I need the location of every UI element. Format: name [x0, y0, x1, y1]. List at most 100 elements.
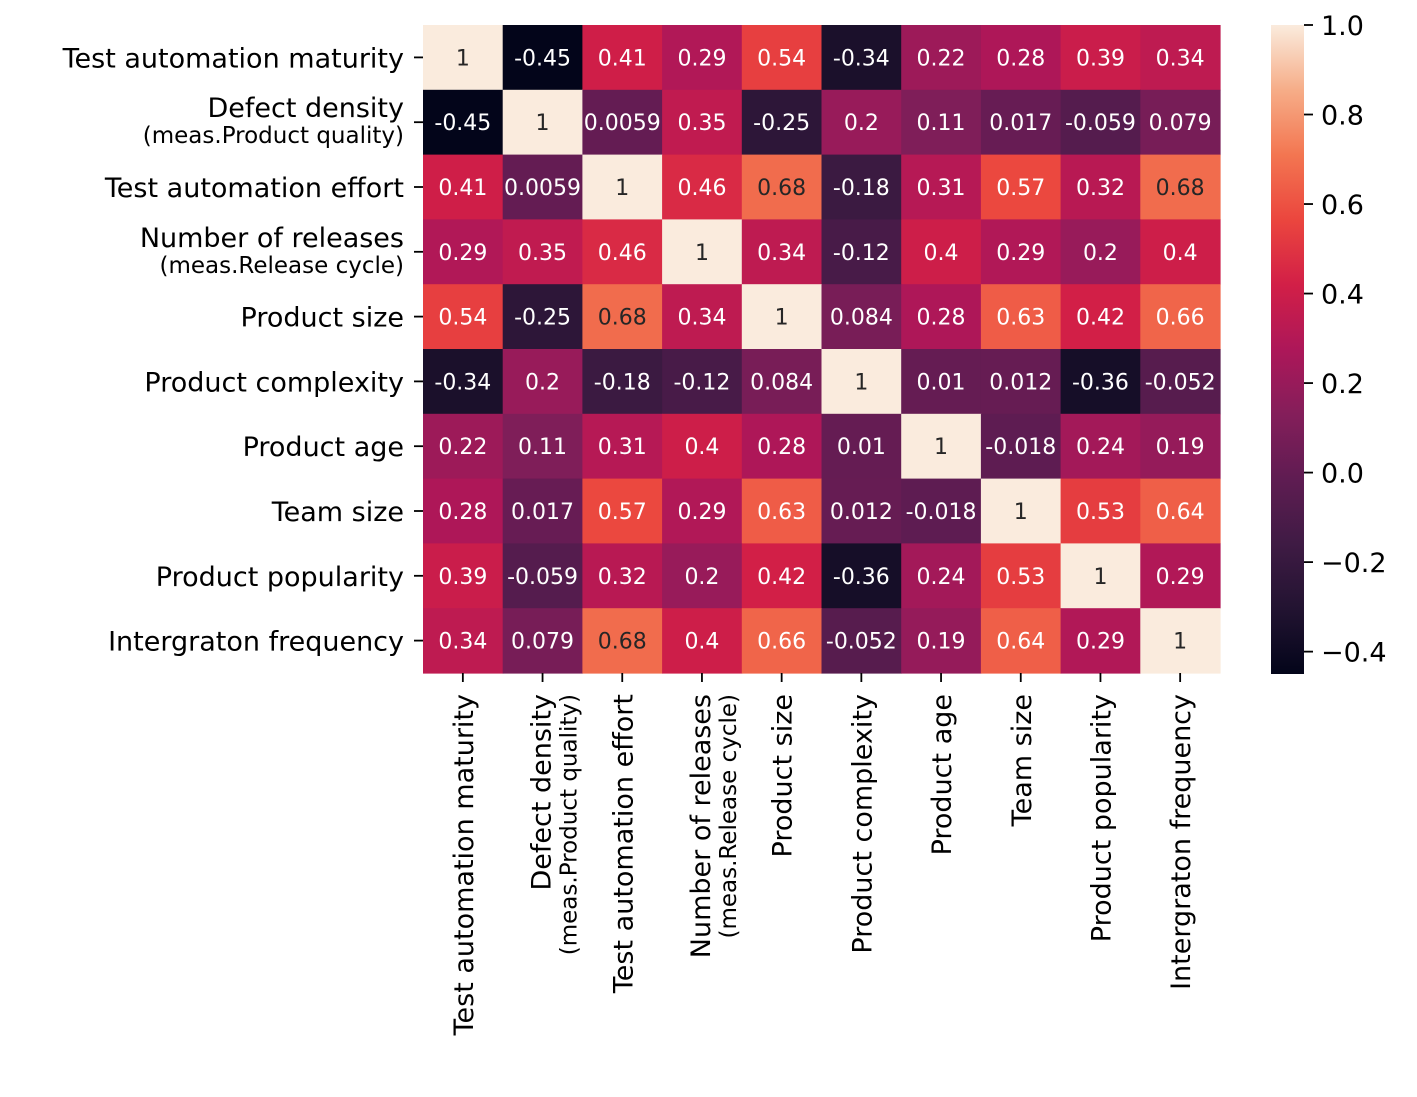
- heatmap-cell: [821, 154, 902, 220]
- cell-value-label: -0.34: [833, 46, 890, 71]
- cell-value-label: 0.0059: [504, 176, 581, 201]
- y-tick-label: Product popularity: [156, 562, 404, 593]
- cell-value-label: 0.11: [917, 111, 966, 136]
- y-tick-sublabel: (meas.Release cycle): [159, 253, 404, 279]
- cell-value-label: 0.64: [996, 630, 1045, 655]
- colorbar-tick-label: 0.2: [1321, 369, 1364, 400]
- cell-value-label: 0.29: [996, 241, 1045, 266]
- x-tick-label: Defect density: [527, 694, 558, 891]
- cell-value-label: 0.2: [844, 111, 879, 136]
- cell-value-label: 0.28: [757, 435, 806, 460]
- heatmap-cell: [821, 349, 902, 415]
- cell-value-label: 0.63: [757, 500, 806, 525]
- heatmap-cell: [980, 478, 1062, 544]
- y-tick-label: Product age: [243, 432, 404, 463]
- heatmap-cell: [423, 349, 504, 415]
- colorbar-tick-label: −0.4: [1321, 638, 1387, 669]
- heatmap-cell: [901, 608, 982, 674]
- cell-value-label: 0.42: [1076, 306, 1125, 331]
- heatmap-cell: [901, 89, 982, 156]
- cell-value-label: 0.012: [989, 370, 1052, 395]
- cell-value-label: 0.46: [677, 176, 726, 201]
- cell-value-label: -0.18: [594, 370, 651, 395]
- heatmap-cell: [821, 219, 902, 285]
- cell-value-label: 0.66: [1156, 306, 1205, 331]
- heatmap-cell: [1140, 219, 1221, 285]
- heatmap-cell: [582, 543, 663, 609]
- heatmap-cell: [662, 608, 743, 674]
- cell-value-label: 1: [536, 111, 550, 136]
- heatmap-cell: [662, 219, 743, 285]
- colorbar-tick-label: 0.4: [1321, 280, 1364, 311]
- cell-value-label: 0.4: [924, 241, 959, 266]
- cell-value-label: 0.22: [917, 46, 966, 71]
- cell-value-label: -0.25: [753, 111, 810, 136]
- heatmap-cell: [901, 413, 982, 480]
- heatmap-cell: [741, 413, 823, 480]
- heatmap-cell: [741, 154, 823, 220]
- heatmap-cell: [1060, 608, 1141, 674]
- cell-value-label: -0.34: [434, 370, 491, 395]
- heatmap-cell: [1140, 478, 1221, 544]
- x-tick-sublabel: (meas.Release cycle): [716, 694, 742, 939]
- cell-value-label: 0.66: [757, 630, 806, 655]
- cell-value-label: 0.68: [757, 176, 806, 201]
- heatmap-cell: [1140, 284, 1221, 350]
- cell-value-label: -0.052: [1145, 370, 1216, 395]
- heatmap-cell: [423, 25, 504, 91]
- colorbar-tick-label: 0.8: [1321, 101, 1364, 132]
- x-tick-label: Test automation maturity: [449, 694, 480, 1036]
- cell-value-label: 1: [934, 435, 948, 460]
- cell-value-label: 0.39: [1076, 46, 1125, 71]
- x-axis: Test automation maturity Defect density (m…: [449, 673, 1197, 1036]
- cell-value-label: -0.12: [833, 241, 890, 266]
- y-tick-label: Test automation maturity: [62, 43, 404, 74]
- cell-value-label: 0.68: [1156, 176, 1205, 201]
- colorbar-tick-label: 0.0: [1321, 459, 1364, 490]
- heatmap-cell: [423, 478, 504, 544]
- y-tick-sublabel: (meas.Product quality): [143, 123, 404, 149]
- x-tick-label: Intergraton frequency: [1166, 694, 1197, 990]
- heatmap-cell: [1060, 349, 1141, 415]
- cell-annotations: 1 -0.45 0.41 0.29 0.54 -0.34 0.22 0.28 0.39 0.34-…: [434, 46, 1215, 654]
- heatmap-cell: [901, 543, 982, 609]
- heatmap-cell: [423, 89, 504, 156]
- y-tick-label: Product size: [241, 303, 404, 334]
- cell-value-label: 0.29: [677, 46, 726, 71]
- heatmap-cell: [1140, 25, 1221, 91]
- cell-value-label: 0.19: [1156, 435, 1205, 460]
- heatmap-cell: [662, 25, 743, 91]
- heatmap-cell: [662, 543, 743, 609]
- cell-value-label: 0.31: [598, 435, 647, 460]
- cell-value-label: 0.41: [598, 46, 647, 71]
- cell-value-label: 0.42: [757, 565, 806, 590]
- heatmap-cell: [662, 413, 743, 480]
- heatmap-cell: [1060, 219, 1141, 285]
- y-tick-label: Intergraton frequency: [108, 627, 404, 658]
- heatmap-cell: [901, 349, 982, 415]
- heatmap-cell: [980, 349, 1062, 415]
- heatmap-cell: [423, 608, 504, 674]
- heatmap-cell: [582, 154, 663, 220]
- heatmap-cell: [423, 413, 504, 480]
- colorbar-tick-label: 0.6: [1321, 190, 1364, 221]
- cell-value-label: 0.0059: [584, 111, 661, 136]
- heatmap-cell: [1060, 154, 1141, 220]
- heatmap-cell: [1060, 543, 1141, 609]
- heatmap-cell: [741, 89, 823, 156]
- heatmap-cell: [1140, 413, 1221, 480]
- cell-value-label: 0.68: [598, 630, 647, 655]
- cell-value-label: 0.4: [684, 435, 719, 460]
- heatmap-cell: [1140, 608, 1221, 674]
- heatmap-cell: [980, 89, 1062, 156]
- cell-value-label: -0.018: [985, 435, 1056, 460]
- heatmap-cell: [741, 478, 823, 544]
- cell-value-label: 0.079: [511, 630, 574, 655]
- heatmap-cell: [741, 349, 823, 415]
- cell-value-label: 1: [1093, 565, 1107, 590]
- y-tick-label: Product complexity: [144, 367, 404, 398]
- cell-value-label: 0.34: [757, 241, 806, 266]
- cell-value-label: 0.24: [917, 565, 966, 590]
- colorbar: 1.0 0.8 0.6 0.4 0.2 0.0 −0.2 −0.4: [1271, 11, 1387, 674]
- x-tick-label: Number of releases: [686, 694, 717, 958]
